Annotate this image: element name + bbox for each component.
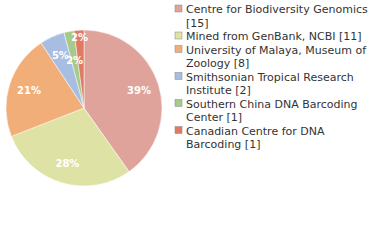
legend-swatch bbox=[175, 100, 182, 107]
legend: Centre for Biodiversity Genomics[15]Mine… bbox=[175, 3, 368, 151]
legend-label: University of Malaya, Museum ofZoology [… bbox=[186, 44, 367, 71]
data-label: 28% bbox=[55, 158, 79, 169]
chart: 39%28%21%5%2%2%Centre for Biodiversity G… bbox=[0, 0, 380, 240]
legend-swatch bbox=[175, 46, 182, 53]
legend-swatch bbox=[175, 127, 182, 134]
legend-label: Canadian Centre for DNABarcoding [1] bbox=[186, 125, 325, 152]
data-label: 2% bbox=[66, 55, 83, 66]
legend-label: Smithsonian Tropical ResearchInstitute [… bbox=[186, 71, 354, 98]
data-labels: 39%28%21%5%2%2% bbox=[17, 32, 151, 168]
legend-label: Mined from GenBank, NCBI [11] bbox=[186, 30, 362, 43]
legend-swatch bbox=[175, 5, 182, 12]
legend-label: Centre for Biodiversity Genomics[15] bbox=[186, 3, 368, 30]
data-label: 21% bbox=[17, 85, 41, 96]
legend-swatch bbox=[175, 32, 182, 39]
slices bbox=[6, 30, 162, 186]
data-label: 39% bbox=[127, 85, 151, 96]
legend-swatch bbox=[175, 73, 182, 80]
legend-label: Southern China DNA BarcodingCenter [1] bbox=[186, 98, 358, 125]
data-label: 2% bbox=[71, 32, 88, 43]
